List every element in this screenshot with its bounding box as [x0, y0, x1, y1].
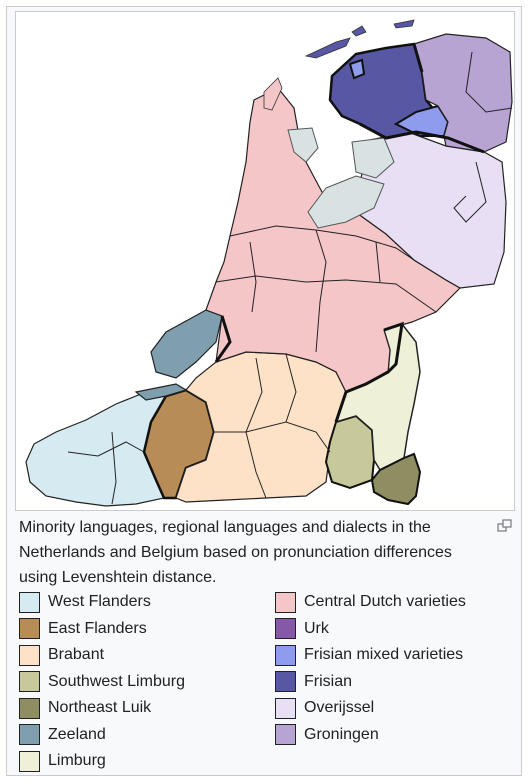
legend-item: Central Dutch varieties — [275, 589, 466, 616]
legend-swatch — [19, 618, 40, 640]
legend-swatch — [275, 724, 296, 746]
legend-swatch — [19, 591, 40, 613]
legend-label: Groningen — [304, 725, 379, 743]
thumbnail-frame: Minority languages, regional languages a… — [6, 6, 522, 776]
legend-label: Limburg — [48, 752, 106, 770]
legend-column-right: Central Dutch varieties Urk Frisian mixe… — [275, 589, 466, 748]
legend-swatch — [19, 644, 40, 666]
legend-swatch — [19, 750, 40, 772]
legend-swatch — [275, 644, 296, 666]
map-svg — [25, 19, 513, 507]
wadden-islands — [304, 19, 415, 59]
legend-label: Frisian mixed varieties — [304, 646, 464, 664]
legend-label: Northeast Luik — [48, 699, 152, 717]
legend-swatch — [19, 724, 40, 746]
legend-swatch — [19, 697, 40, 719]
legend-label: Frisian — [304, 672, 353, 690]
legend-item: Southwest Limburg — [19, 669, 185, 696]
legend-item: Groningen — [275, 722, 466, 749]
legend-item: West Flanders — [19, 589, 185, 616]
sub-borders — [67, 51, 513, 505]
legend-label: Overijssel — [304, 699, 375, 717]
legend-label: West Flanders — [48, 593, 151, 611]
legend-item: Frisian — [275, 669, 466, 696]
legend-item: Zeeland — [19, 722, 185, 749]
dialect-map[interactable] — [15, 11, 515, 511]
legend-label: East Flanders — [48, 619, 147, 637]
legend-label: Central Dutch varieties — [304, 593, 466, 611]
enlarge-icon[interactable] — [497, 519, 513, 533]
legend-swatch — [275, 618, 296, 640]
legend-item: Brabant — [19, 642, 185, 669]
legend-item: Limburg — [19, 748, 185, 775]
texel-island — [263, 77, 283, 111]
map-caption: Minority languages, regional languages a… — [19, 519, 452, 586]
major-borders — [214, 43, 485, 423]
legend-item: Northeast Luik — [19, 695, 185, 722]
legend-item: Overijssel — [275, 695, 466, 722]
legend-item: East Flanders — [19, 616, 185, 643]
legend-label: Urk — [304, 619, 329, 637]
legend-item: Frisian mixed varieties — [275, 642, 466, 669]
legend-column-left: West Flanders East Flanders Brabant Sout… — [19, 589, 185, 775]
legend-label: Southwest Limburg — [48, 672, 185, 690]
ijsselmeer — [287, 127, 395, 229]
legend-swatch — [275, 697, 296, 719]
legend-label: Brabant — [48, 646, 105, 664]
legend-label: Zeeland — [48, 725, 106, 743]
legend-swatch — [275, 591, 296, 613]
region-northeast-luik — [370, 452, 422, 506]
legend-item: Urk — [275, 616, 466, 643]
region-groningen — [413, 33, 513, 153]
legend-swatch — [275, 671, 296, 693]
legend-swatch — [19, 671, 40, 693]
